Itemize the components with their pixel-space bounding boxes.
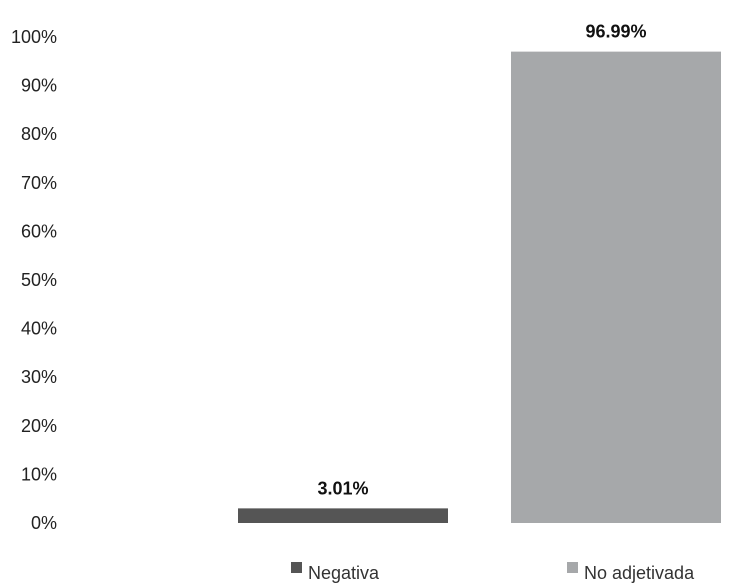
y-axis: 0% 10% 20% 30% 40% 50% 60% 70% 80% 90% 100% [11,27,57,533]
bar-negativa [238,508,448,523]
bar-value-label: 3.01% [317,478,368,498]
y-tick-label: 40% [21,319,57,339]
y-tick-label: 30% [21,367,57,387]
y-tick-label: 60% [21,221,57,241]
legend-swatch [567,562,578,573]
y-tick-label: 10% [21,464,57,484]
y-tick-label: 50% [21,270,57,290]
bar-value-label: 96.99% [585,22,646,42]
bar-no-adjetivada [511,51,721,523]
y-tick-label: 20% [21,416,57,436]
y-tick-label: 100% [11,27,57,47]
legend-swatch [291,562,302,573]
data-labels: 3.01% 96.99% [317,22,646,499]
y-tick-label: 90% [21,76,57,96]
legend-label: Negativa [308,563,380,583]
legend-label: No adjetivada [584,563,695,583]
y-tick-label: 80% [21,124,57,144]
y-tick-label: 0% [31,513,57,533]
legend: Negativa No adjetivada [291,562,695,583]
bars [238,51,721,523]
y-tick-label: 70% [21,173,57,193]
